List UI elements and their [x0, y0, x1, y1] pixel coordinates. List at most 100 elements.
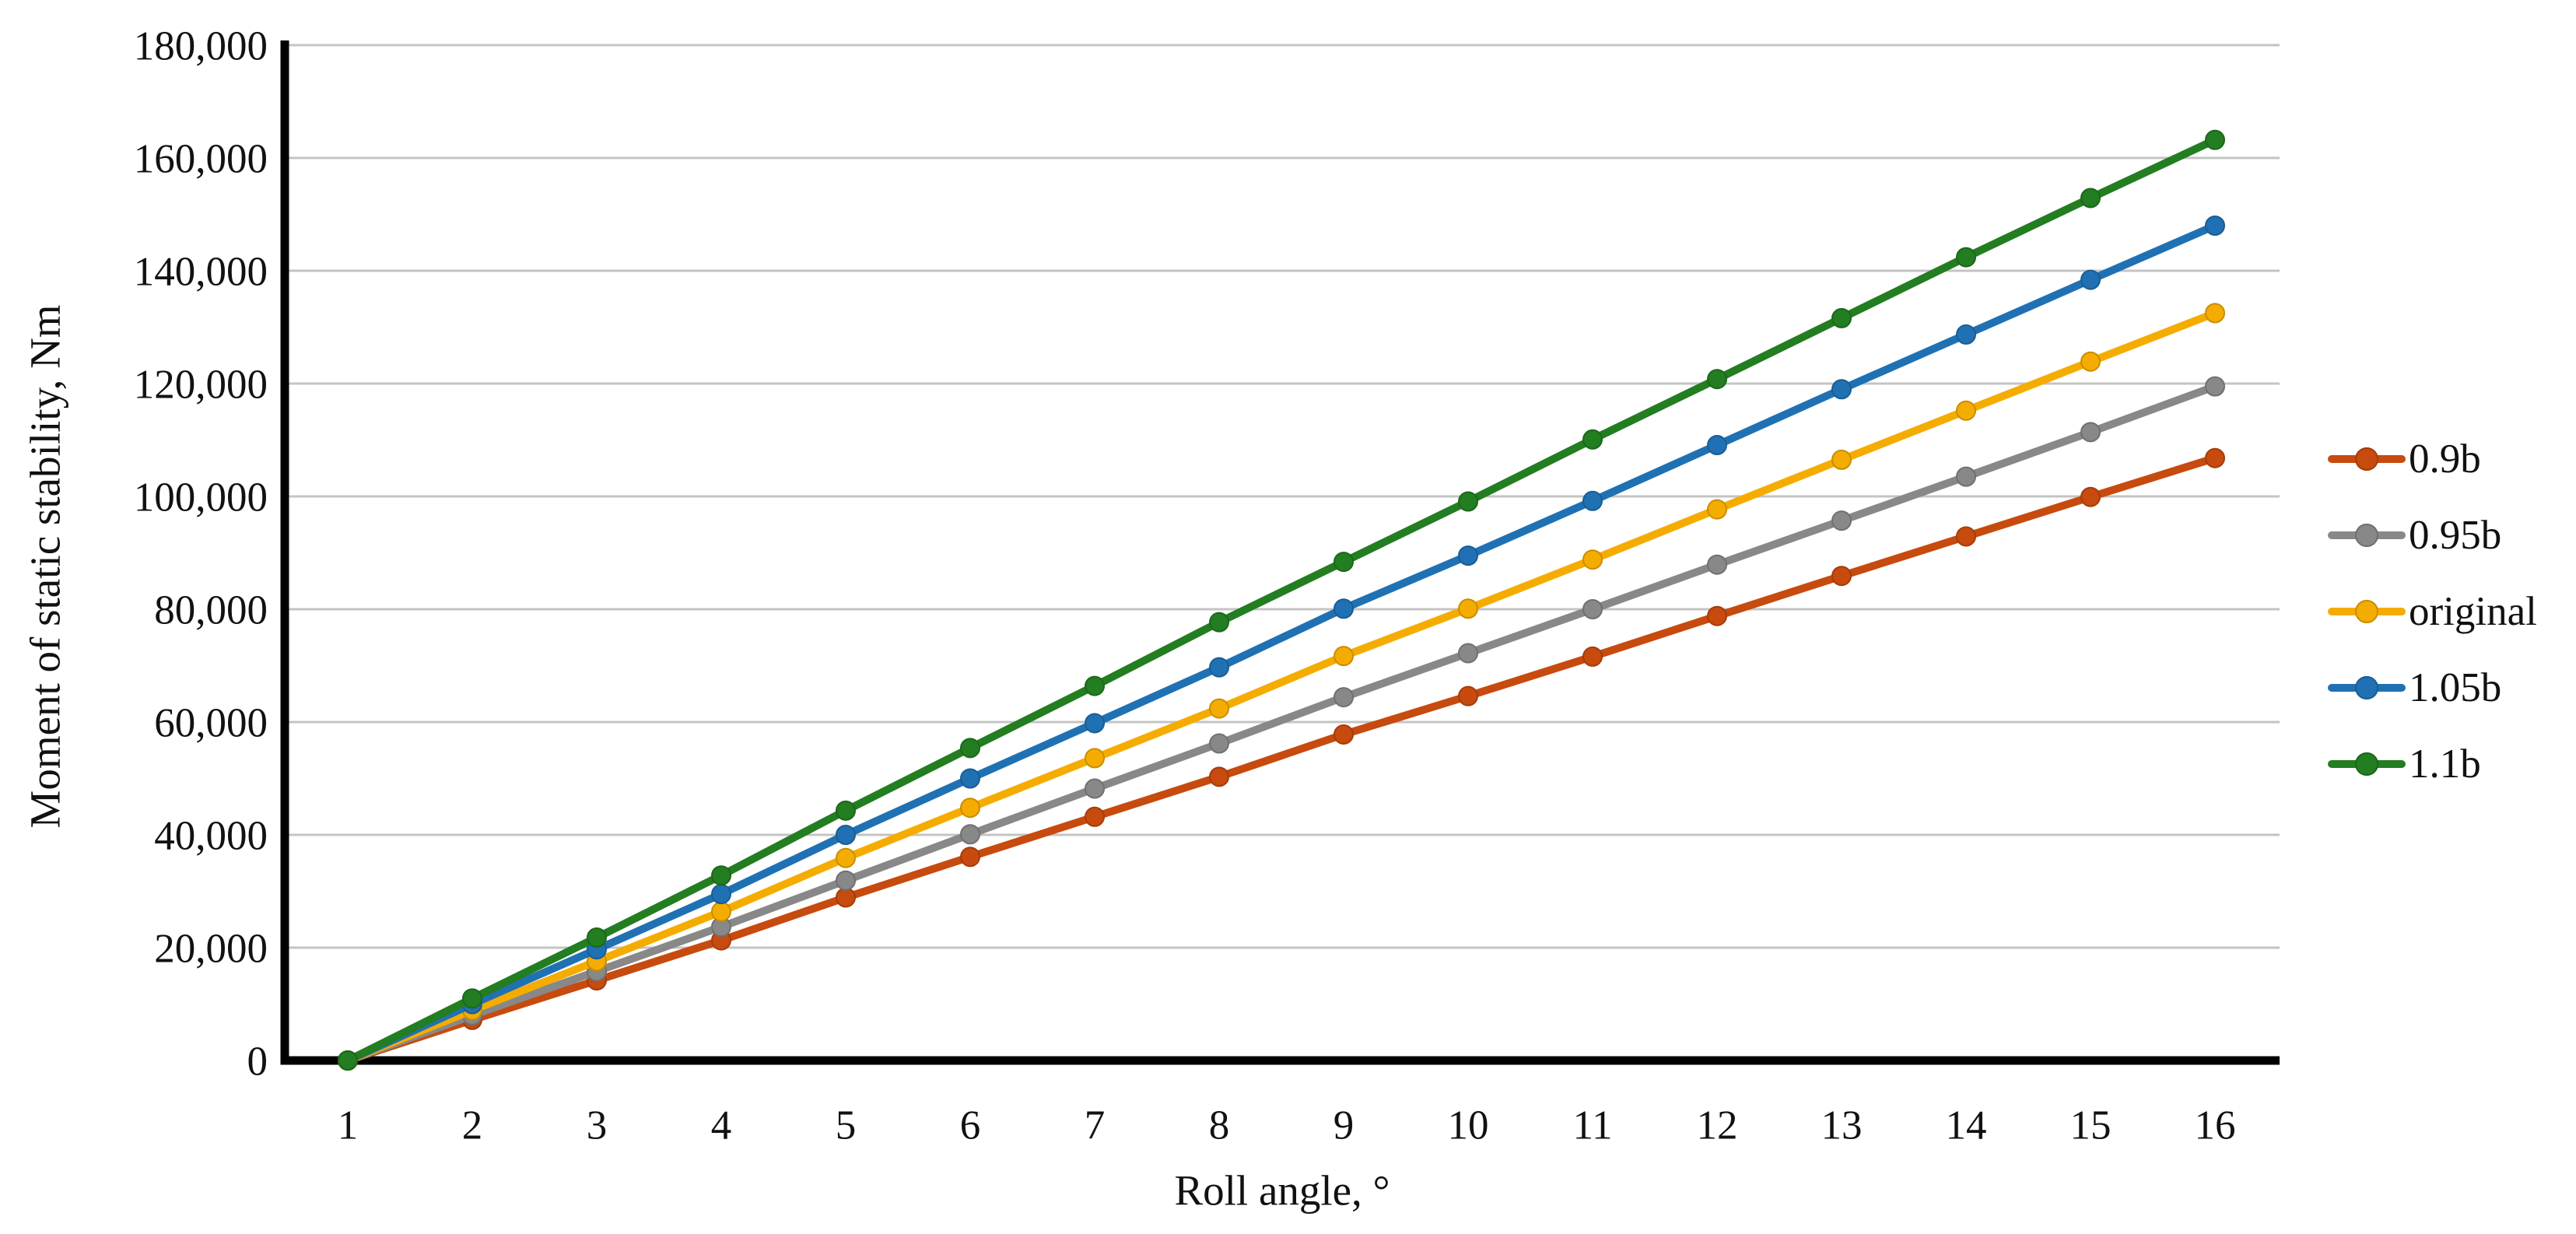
x-tick-label-6: 6 — [960, 1103, 981, 1148]
data-point-0.95b-x5 — [836, 870, 856, 891]
legend-label: original — [2409, 588, 2537, 634]
legend-marker-icon — [2328, 524, 2406, 547]
data-point-0.9b-x5 — [836, 887, 856, 908]
x-tick-label-4: 4 — [711, 1103, 732, 1148]
data-point-0.9b-x11 — [1582, 646, 1603, 667]
x-tick-label-16: 16 — [2195, 1103, 2236, 1148]
data-point-0.95b-x13 — [1831, 510, 1852, 531]
x-tick-label-5: 5 — [836, 1103, 857, 1148]
data-point-1.1b-x5 — [836, 800, 856, 821]
data-point-1.05b-x16 — [2205, 216, 2225, 236]
data-point-0.95b-x16 — [2205, 376, 2225, 397]
data-point-0.95b-x15 — [2080, 422, 2101, 443]
series-0.9b — [338, 447, 2225, 1071]
legend-label: 0.9b — [2409, 436, 2481, 482]
axes — [280, 40, 2280, 1065]
data-point-0.9b-x12 — [1707, 605, 1727, 626]
data-point-original-x7 — [1085, 748, 1105, 769]
data-point-0.95b-x11 — [1582, 599, 1603, 619]
data-point-original-x14 — [1956, 400, 1976, 421]
legend-marker-icon — [2328, 600, 2406, 623]
legend-dot-swatch — [2355, 676, 2378, 699]
data-point-0.95b-x6 — [960, 824, 980, 845]
y-tick-label-180000: 180,000 — [134, 24, 268, 69]
series-original — [338, 303, 2225, 1071]
series-line-0.9b — [344, 454, 2219, 1064]
x-tick-label-1: 1 — [338, 1103, 359, 1148]
y-tick-labels: 0 20,000 40,000 60,000 80,000 100,000 120,000 1… — [134, 24, 268, 1085]
data-point-1.1b-x1 — [338, 1050, 358, 1071]
x-tick-label-8: 8 — [1209, 1103, 1230, 1148]
data-point-0.9b-x9 — [1334, 724, 1354, 745]
data-point-original-x16 — [2205, 303, 2225, 324]
data-point-1.05b-x4 — [711, 884, 731, 905]
legend-marker-icon — [2328, 676, 2406, 699]
data-point-1.1b-x9 — [1334, 552, 1354, 573]
series-0.95b — [338, 376, 2225, 1071]
data-point-1.05b-x7 — [1085, 713, 1105, 734]
data-point-original-x12 — [1707, 499, 1727, 520]
data-point-0.9b-x14 — [1956, 526, 1976, 547]
x-tick-label-14: 14 — [1946, 1103, 1987, 1148]
legend-item-1.05b: 1.05b — [2328, 666, 2537, 710]
legend-dot-swatch — [2355, 447, 2378, 471]
data-point-1.05b-x8 — [1209, 657, 1229, 678]
y-tick-label-100000: 100,000 — [134, 475, 268, 521]
series-1.1b — [338, 129, 2225, 1071]
data-point-1.1b-x14 — [1956, 247, 1976, 268]
x-tick-label-13: 13 — [1821, 1103, 1863, 1148]
data-point-0.9b-x10 — [1458, 685, 1478, 706]
data-point-1.1b-x10 — [1458, 491, 1478, 512]
x-tick-label-11: 11 — [1572, 1103, 1612, 1148]
series-1.05b — [338, 216, 2225, 1071]
data-point-0.95b-x8 — [1209, 733, 1229, 754]
y-tick-label-120000: 120,000 — [134, 363, 268, 408]
data-point-0.9b-x15 — [2080, 486, 2101, 507]
y-tick-label-40000: 40,000 — [154, 814, 268, 859]
y-tick-label-0: 0 — [247, 1039, 268, 1085]
data-point-original-x8 — [1209, 698, 1229, 719]
data-point-1.1b-x7 — [1085, 675, 1105, 696]
data-point-original-x11 — [1582, 549, 1603, 570]
data-point-0.95b-x7 — [1085, 778, 1105, 799]
data-point-1.05b-x5 — [836, 825, 856, 845]
x-tick-label-7: 7 — [1085, 1103, 1106, 1148]
series-line-1.1b — [344, 135, 2219, 1064]
data-point-0.95b-x9 — [1334, 687, 1354, 708]
data-point-0.9b-x8 — [1209, 766, 1229, 787]
series-line-1.05b — [344, 222, 2219, 1064]
y-axis-title: Moment of static stability, Nm — [21, 304, 69, 829]
y-tick-label-160000: 160,000 — [134, 137, 268, 182]
x-tick-labels: 1 2 3 4 5 6 7 8 9 10 11 12 13 14 15 16 — [338, 1103, 2236, 1148]
legend-dot-swatch — [2355, 524, 2378, 547]
data-point-1.1b-x8 — [1209, 612, 1229, 633]
legend-marker-icon — [2328, 752, 2406, 776]
data-point-0.9b-x6 — [960, 847, 980, 868]
x-tick-label-9: 9 — [1334, 1103, 1355, 1148]
x-tick-label-10: 10 — [1448, 1103, 1489, 1148]
legend-item-original: original — [2328, 590, 2537, 633]
data-point-original-x4 — [711, 901, 731, 922]
data-point-1.1b-x11 — [1582, 429, 1603, 450]
x-tick-label-2: 2 — [462, 1103, 483, 1148]
series-line-original — [344, 309, 2219, 1064]
data-point-0.95b-x10 — [1458, 643, 1478, 664]
data-point-0.9b-x16 — [2205, 447, 2225, 468]
legend: 0.9b 0.95b original 1.05b 1.1b — [2328, 437, 2537, 786]
data-point-original-x6 — [960, 798, 980, 819]
data-point-0.9b-x7 — [1085, 806, 1105, 827]
data-point-original-x13 — [1831, 449, 1852, 470]
data-point-0.95b-x14 — [1956, 466, 1976, 487]
data-point-original-x5 — [836, 847, 856, 868]
data-point-1.05b-x12 — [1707, 435, 1727, 456]
data-point-1.1b-x6 — [960, 738, 980, 759]
legend-item-0.9b: 0.9b — [2328, 437, 2537, 481]
data-point-1.05b-x15 — [2080, 269, 2101, 290]
legend-marker-icon — [2328, 447, 2406, 471]
x-tick-label-3: 3 — [587, 1103, 608, 1148]
gridlines — [285, 44, 2280, 949]
data-point-1.05b-x13 — [1831, 379, 1852, 400]
y-tick-label-20000: 20,000 — [154, 927, 268, 972]
